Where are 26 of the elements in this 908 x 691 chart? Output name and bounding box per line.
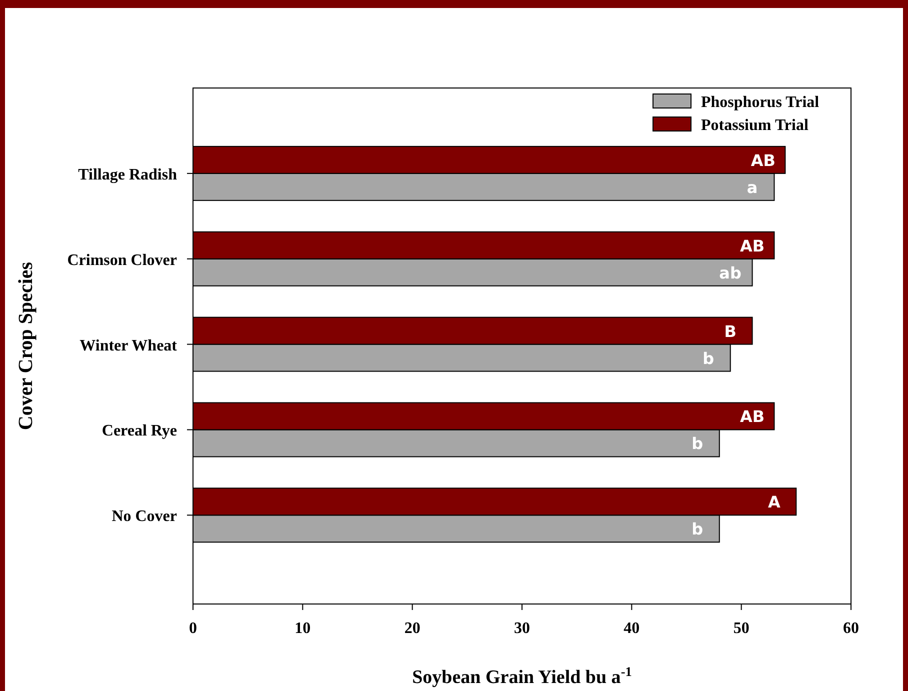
data-label: b bbox=[692, 434, 704, 454]
x-tick-label: 30 bbox=[514, 620, 530, 637]
data-label: B bbox=[724, 322, 736, 341]
data-label: AB bbox=[750, 150, 776, 170]
data-label: AB bbox=[740, 407, 765, 426]
data-label: A bbox=[768, 492, 781, 512]
y-axis-title: Cover Crop Species bbox=[15, 262, 37, 430]
x-tick-label: 60 bbox=[843, 620, 859, 637]
y-tick-label: Winter Wheat bbox=[80, 337, 178, 354]
x-tick-label: 40 bbox=[624, 620, 640, 637]
y-tick-label: Tillage Radish bbox=[78, 166, 178, 184]
legend-label: Phosphorus Trial bbox=[701, 94, 820, 111]
x-axis-title: Soybean Grain Yield bu a$^{-1}$ bbox=[412, 664, 632, 688]
x-tick-label: 0 bbox=[189, 620, 197, 637]
data-label: ab bbox=[719, 263, 742, 282]
x-tick-label: 10 bbox=[294, 620, 311, 637]
data-label: a bbox=[746, 178, 758, 197]
y-tick-label: Crimson Clover bbox=[67, 252, 177, 269]
x-tick-label: 20 bbox=[404, 620, 420, 637]
x-tick-label: 50 bbox=[733, 620, 750, 637]
y-tick-label: No Cover bbox=[112, 508, 177, 526]
data-label: b bbox=[702, 348, 714, 368]
legend-label: Potassium Trial bbox=[701, 117, 809, 134]
data-label: AB bbox=[740, 236, 765, 256]
data-label: b bbox=[692, 520, 704, 539]
y-tick-label: Cereal Rye bbox=[102, 422, 177, 440]
